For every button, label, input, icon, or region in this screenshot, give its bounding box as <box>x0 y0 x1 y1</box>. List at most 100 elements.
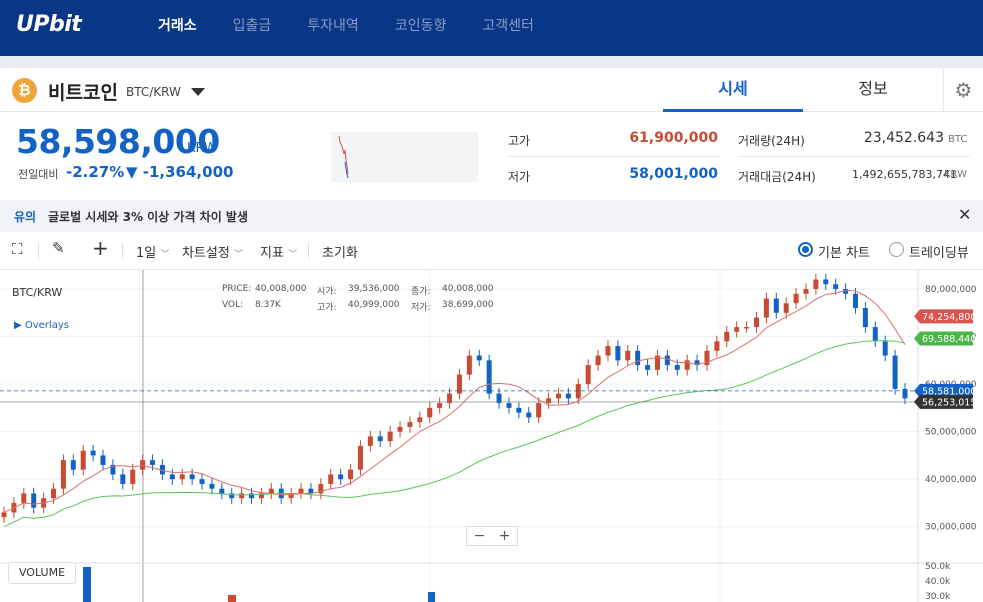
nav-support[interactable]: 고객센터 <box>482 18 534 34</box>
ma-short-line <box>3 289 906 513</box>
candle-body <box>338 474 344 480</box>
indicator-select[interactable]: 지표 ﹀ <box>260 242 297 261</box>
divider <box>122 243 123 259</box>
candle-body <box>70 460 76 470</box>
high-label: 고가 <box>508 134 531 148</box>
price-tag-label: 74,254,800 <box>922 312 976 323</box>
change-percent: -2.27% <box>66 163 125 181</box>
low-value: 58,001,000 <box>629 166 718 182</box>
sparkline-svg <box>338 135 349 179</box>
fullscreen-icon[interactable]: ⛶ <box>12 240 23 258</box>
volume-unit: BTC <box>948 134 968 145</box>
interval-select[interactable]: 1일 ﹀ <box>136 242 169 261</box>
candle-body <box>199 479 205 484</box>
pencil-icon[interactable]: ✎ <box>52 239 65 257</box>
zoom-out-button[interactable]: − <box>473 528 486 544</box>
legend-open-label: 시가: <box>317 287 337 297</box>
chart-settings-select[interactable]: 차트설정 ﹀ <box>182 242 243 261</box>
candle-body <box>625 350 631 361</box>
candle-body <box>654 355 660 370</box>
candle-body <box>674 365 680 370</box>
volume-tick-label: 50.0k <box>925 562 951 572</box>
coin-tabs: 시세 정보 <box>663 68 943 112</box>
candle-body <box>90 450 96 456</box>
bitcoin-icon: ₿ <box>12 78 37 103</box>
candle-body <box>585 365 591 385</box>
price-chart[interactable]: 80,000,00070,000,00060,000,00050,000,000… <box>0 270 983 602</box>
amount-unit: KRW <box>944 169 967 180</box>
legend-price-value: 40,008,000 <box>255 284 307 294</box>
tradingview-label[interactable]: 트레이딩뷰 <box>909 246 969 261</box>
chevron-down-icon[interactable] <box>191 88 205 96</box>
candle-body <box>427 407 433 418</box>
candle-body <box>120 474 126 484</box>
tab-market-price[interactable]: 시세 <box>663 68 803 112</box>
candle-body <box>744 327 750 329</box>
candle-body <box>595 355 601 366</box>
volume-value: 23,452.643 <box>863 130 944 146</box>
candle-body <box>694 360 700 366</box>
divider <box>508 156 720 157</box>
candle-body <box>555 393 561 399</box>
tab-info[interactable]: 정보 <box>858 79 888 98</box>
candle-body <box>417 417 423 423</box>
volume-bar <box>228 595 236 602</box>
main-nav: 거래소 입출금 투자내역 코인동향 고객센터 <box>140 0 552 56</box>
candle-body <box>21 493 27 503</box>
candle-body <box>80 450 86 470</box>
amount-value: 1,492,655,783,741 <box>852 168 957 181</box>
candle-body <box>377 436 383 442</box>
legend-vol-value: 8.37K <box>255 300 281 310</box>
price-tag-label: 56,253,015 <box>922 397 976 408</box>
crosshair-icon[interactable]: + <box>92 236 109 260</box>
candle-body <box>664 355 670 366</box>
legend-open-value: 39,536,000 <box>348 284 400 294</box>
overlays-toggle[interactable]: ▶ Overlays <box>14 320 69 331</box>
candle-body <box>496 393 502 404</box>
candle-body <box>734 327 740 332</box>
legend-low-label: 저가: <box>411 303 431 313</box>
chevron-down-icon: ﹀ <box>160 250 170 260</box>
chevron-down-icon: ﹀ <box>233 250 243 260</box>
nav-investments[interactable]: 투자내역 <box>307 18 359 34</box>
candle-body <box>397 426 403 432</box>
nav-exchange[interactable]: 거래소 <box>158 18 197 34</box>
candle-body <box>773 298 779 313</box>
candle-body <box>704 350 710 366</box>
notice-label: 유의 <box>14 210 37 224</box>
change-amount: ▼ -1,364,000 <box>126 163 234 181</box>
candle-body <box>60 460 66 489</box>
top-nav-bar: UPbit 거래소 입출금 투자내역 코인동향 고객센터 <box>0 0 983 56</box>
candle-body <box>565 393 571 399</box>
basic-chart-label[interactable]: 기본 차트 <box>818 246 870 261</box>
candle-body <box>328 474 334 484</box>
candle-body <box>843 289 849 294</box>
legend-close-label: 종가: <box>411 287 431 297</box>
price-tag <box>914 331 973 346</box>
reset-button[interactable]: 초기화 <box>322 246 358 261</box>
low-label: 저가 <box>508 170 531 184</box>
price-tag <box>914 309 973 324</box>
coin-name[interactable]: 비트코인 <box>48 82 118 104</box>
sparkline-down <box>344 161 349 179</box>
zoom-in-button[interactable]: + <box>498 528 511 544</box>
candle-body <box>318 483 324 494</box>
chart-toolbar: ⛶ ✎ + 1일 ﹀ 차트설정 ﹀ 지표 ﹀ 초기화 기본 차트 트레이딩뷰 <box>0 232 983 270</box>
candle-body <box>209 483 215 489</box>
gear-icon[interactable]: ⚙ <box>943 68 983 112</box>
zoom-controls: − + <box>466 526 518 546</box>
nav-coin-trends[interactable]: 코인동향 <box>394 18 447 34</box>
candle-body <box>348 469 354 480</box>
tradingview-radio[interactable] <box>889 242 904 257</box>
upbit-logo[interactable]: UPbit <box>16 12 82 37</box>
candle-body <box>179 474 185 480</box>
candle-body <box>169 474 175 480</box>
candle-body <box>407 422 413 427</box>
close-icon[interactable]: ✕ <box>958 205 972 224</box>
divider <box>738 156 970 157</box>
price-tag <box>914 383 973 398</box>
basic-chart-radio[interactable] <box>798 242 813 257</box>
nav-deposit[interactable]: 입출금 <box>232 18 272 34</box>
candle-body <box>447 393 453 404</box>
volume-button[interactable]: VOLUME <box>8 562 76 584</box>
